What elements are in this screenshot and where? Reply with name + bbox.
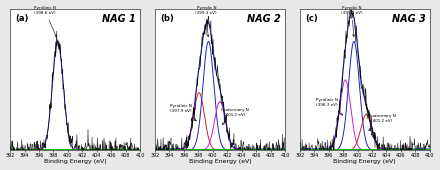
- Text: Pyrrolic N
(399.3 eV): Pyrrolic N (399.3 eV): [195, 6, 217, 37]
- Text: Quaternary N
(401.2 eV): Quaternary N (401.2 eV): [368, 114, 396, 131]
- Text: NAG 3: NAG 3: [392, 14, 426, 24]
- Text: Pyridinic N
(398.3 eV): Pyridinic N (398.3 eV): [316, 98, 343, 115]
- Text: Pyridinic N
(397.9 eV): Pyridinic N (397.9 eV): [170, 104, 196, 121]
- Text: (b): (b): [160, 14, 174, 23]
- X-axis label: Binding Energy (eV): Binding Energy (eV): [44, 159, 106, 164]
- Text: NAG 1: NAG 1: [103, 14, 136, 24]
- X-axis label: Binding Energy (eV): Binding Energy (eV): [189, 159, 251, 164]
- Text: Pyrrolic N
(399.5 eV): Pyrrolic N (399.5 eV): [341, 6, 363, 37]
- Text: Pyridinic N
(398.6 eV): Pyridinic N (398.6 eV): [34, 6, 57, 37]
- Text: (a): (a): [15, 14, 29, 23]
- X-axis label: Binding Energy (eV): Binding Energy (eV): [334, 159, 396, 164]
- Text: Quaternary N
(401.2 eV): Quaternary N (401.2 eV): [220, 108, 248, 125]
- Text: NAG 2: NAG 2: [247, 14, 281, 24]
- Text: (c): (c): [305, 14, 318, 23]
